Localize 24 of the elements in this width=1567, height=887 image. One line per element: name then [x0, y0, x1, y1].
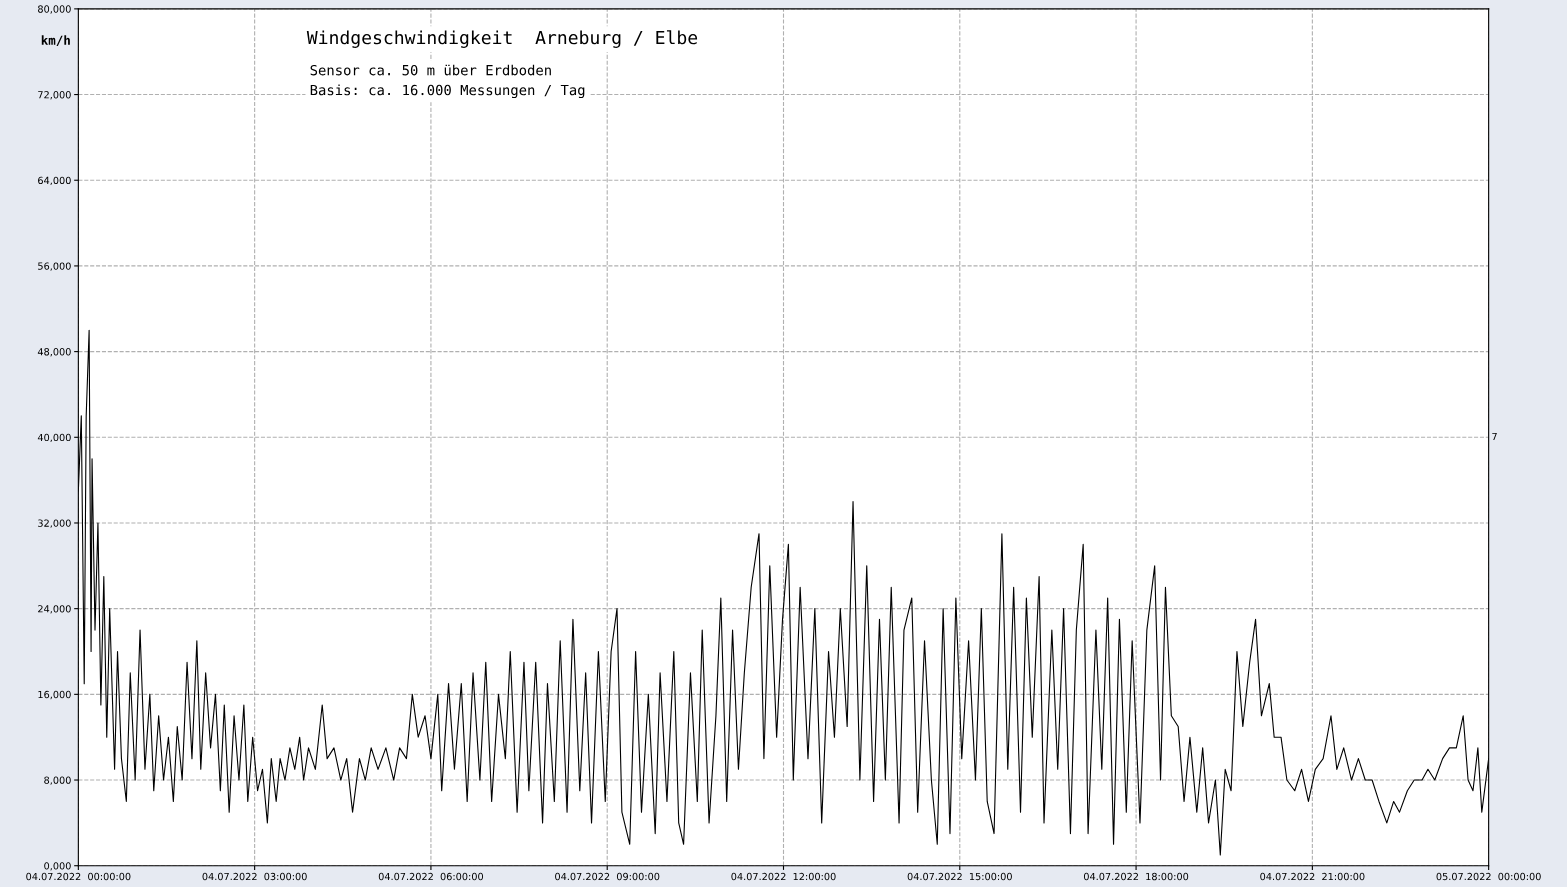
- y-tick-label: 64,000: [38, 176, 71, 186]
- y-tick-label: 16,000: [38, 690, 71, 700]
- x-tick-label: 04.07.2022 15:00:00: [907, 872, 1012, 881]
- x-tick-label: 04.07.2022 03:00:00: [202, 872, 307, 881]
- y-tick-label: 24,000: [38, 605, 71, 614]
- y-tick-label: 8,000: [44, 776, 71, 785]
- x-tick-label: 04.07.2022 21:00:00: [1260, 872, 1365, 881]
- y-tick-label: 32,000: [38, 519, 71, 528]
- x-tick-label: 05.07.2022 00:00:00: [1436, 872, 1541, 881]
- y-tick-label: 80,000: [38, 5, 71, 14]
- y-tick-label: 0,000: [44, 862, 71, 871]
- x-tick-label: 04.07.2022 18:00:00: [1083, 872, 1189, 881]
- y-tick-label: 56,000: [38, 262, 71, 271]
- text: Windgeschwindigkeit Arneburg / Elbe: [306, 30, 698, 48]
- text: Sensor ca. 50 m über Erdboden Basis: ca. 16.000 Messungen / Tag: [310, 64, 585, 99]
- y-axis-title: km/h: [41, 35, 70, 46]
- text: 7: [1492, 432, 1497, 440]
- y-tick-label: 40,000: [37, 433, 71, 443]
- x-tick-label: 04.07.2022 09:00:00: [555, 872, 660, 881]
- x-tick-label: 04.07.2022 06:00:00: [378, 872, 484, 881]
- y-tick-label: 72,000: [38, 91, 71, 100]
- x-tick-label: 04.07.2022 00:00:00: [26, 872, 131, 881]
- x-tick-label: 04.07.2022 12:00:00: [731, 872, 836, 881]
- y-tick-label: 48,000: [37, 348, 71, 357]
